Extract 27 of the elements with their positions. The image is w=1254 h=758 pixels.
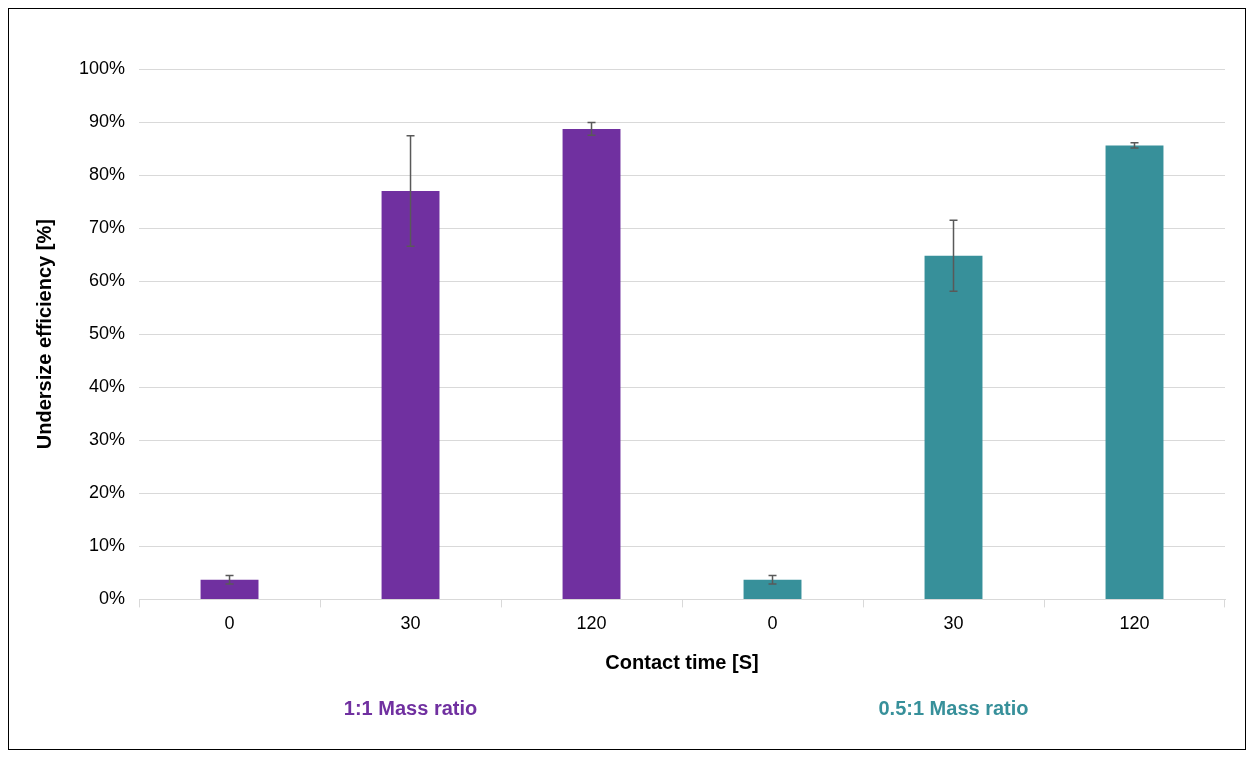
bar xyxy=(743,579,802,599)
y-axis-title: Undersize efficiency [%] xyxy=(32,219,55,450)
y-tick-label: 70% xyxy=(89,217,126,238)
x-tick-label: 0 xyxy=(224,613,235,634)
y-tick-label: 50% xyxy=(89,323,126,344)
bar xyxy=(1105,145,1164,599)
bar xyxy=(200,579,259,599)
x-tick-label: 30 xyxy=(400,613,421,634)
bar xyxy=(924,255,983,599)
y-tick-label: 10% xyxy=(89,535,126,556)
x-axis-title: Contact time [S] xyxy=(605,650,759,673)
y-tick-label: 100% xyxy=(78,57,126,78)
x-tick-label: 30 xyxy=(943,613,964,634)
x-tick-label: 120 xyxy=(1119,613,1150,634)
x-tick-label: 120 xyxy=(576,613,607,634)
y-tick-label: 40% xyxy=(89,376,126,397)
y-tick-label: 80% xyxy=(89,164,126,185)
y-tick-label: 0% xyxy=(99,588,126,609)
text: 0.5:1 Mass ratio xyxy=(878,696,1029,719)
y-tick-label: 60% xyxy=(89,270,126,291)
text: 1:1 Mass ratio xyxy=(343,696,478,719)
x-tick-label: 0 xyxy=(767,613,778,634)
bar xyxy=(381,190,440,599)
y-tick-label: 20% xyxy=(89,482,126,503)
y-tick-label: 30% xyxy=(89,429,126,450)
bar xyxy=(562,128,621,599)
y-tick-label: 90% xyxy=(89,111,126,132)
